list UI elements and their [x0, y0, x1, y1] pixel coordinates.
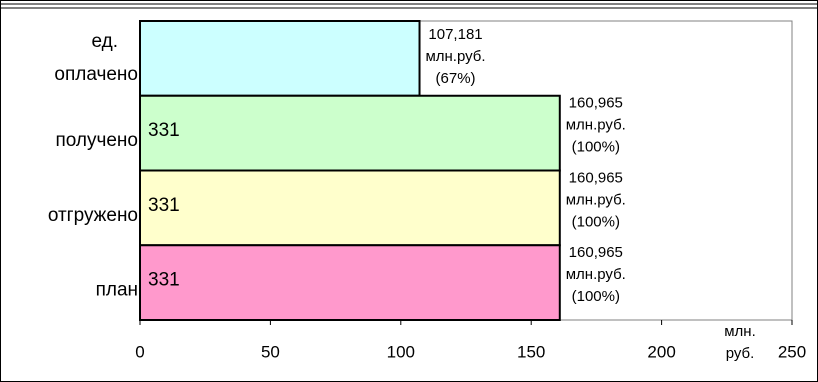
y-tick-label: ед. оплачено	[54, 31, 138, 85]
value-unit: млн.руб.	[566, 117, 626, 134]
x-tick-label: 0	[135, 342, 144, 361]
x-tick-label: 50	[261, 342, 280, 361]
bar	[139, 244, 561, 321]
x-tick-label: 100	[387, 342, 415, 361]
y-tick-label: отгружено	[48, 205, 138, 226]
percent-label: (100%)	[572, 213, 620, 230]
y-tick-label: получено	[55, 130, 138, 151]
inner-label: 331	[148, 120, 180, 141]
inner-label: 331	[148, 195, 180, 216]
bar	[139, 94, 561, 172]
percent-label: (100%)	[572, 288, 620, 305]
value-label: 160,965	[569, 169, 623, 186]
percent-label: (100%)	[572, 139, 620, 156]
y-tick-label: план	[96, 280, 138, 301]
x-tick-label: 250	[778, 342, 806, 361]
value-unit: млн.руб.	[566, 266, 626, 283]
bar	[139, 169, 561, 247]
value-label: 160,965	[569, 244, 623, 261]
x-tick-label: 150	[517, 342, 545, 361]
x-tick-label: 200	[647, 342, 675, 361]
value-label: 160,965	[569, 95, 623, 112]
value-unit: млн.руб.	[566, 191, 626, 208]
value-unit: млн.руб.	[425, 48, 485, 65]
percent-label: (67%)	[436, 70, 476, 87]
inner-label: 331	[148, 270, 180, 291]
bar	[139, 20, 421, 97]
value-label: 107,181	[428, 26, 482, 43]
x-axis-label: млн. руб.	[724, 323, 756, 362]
